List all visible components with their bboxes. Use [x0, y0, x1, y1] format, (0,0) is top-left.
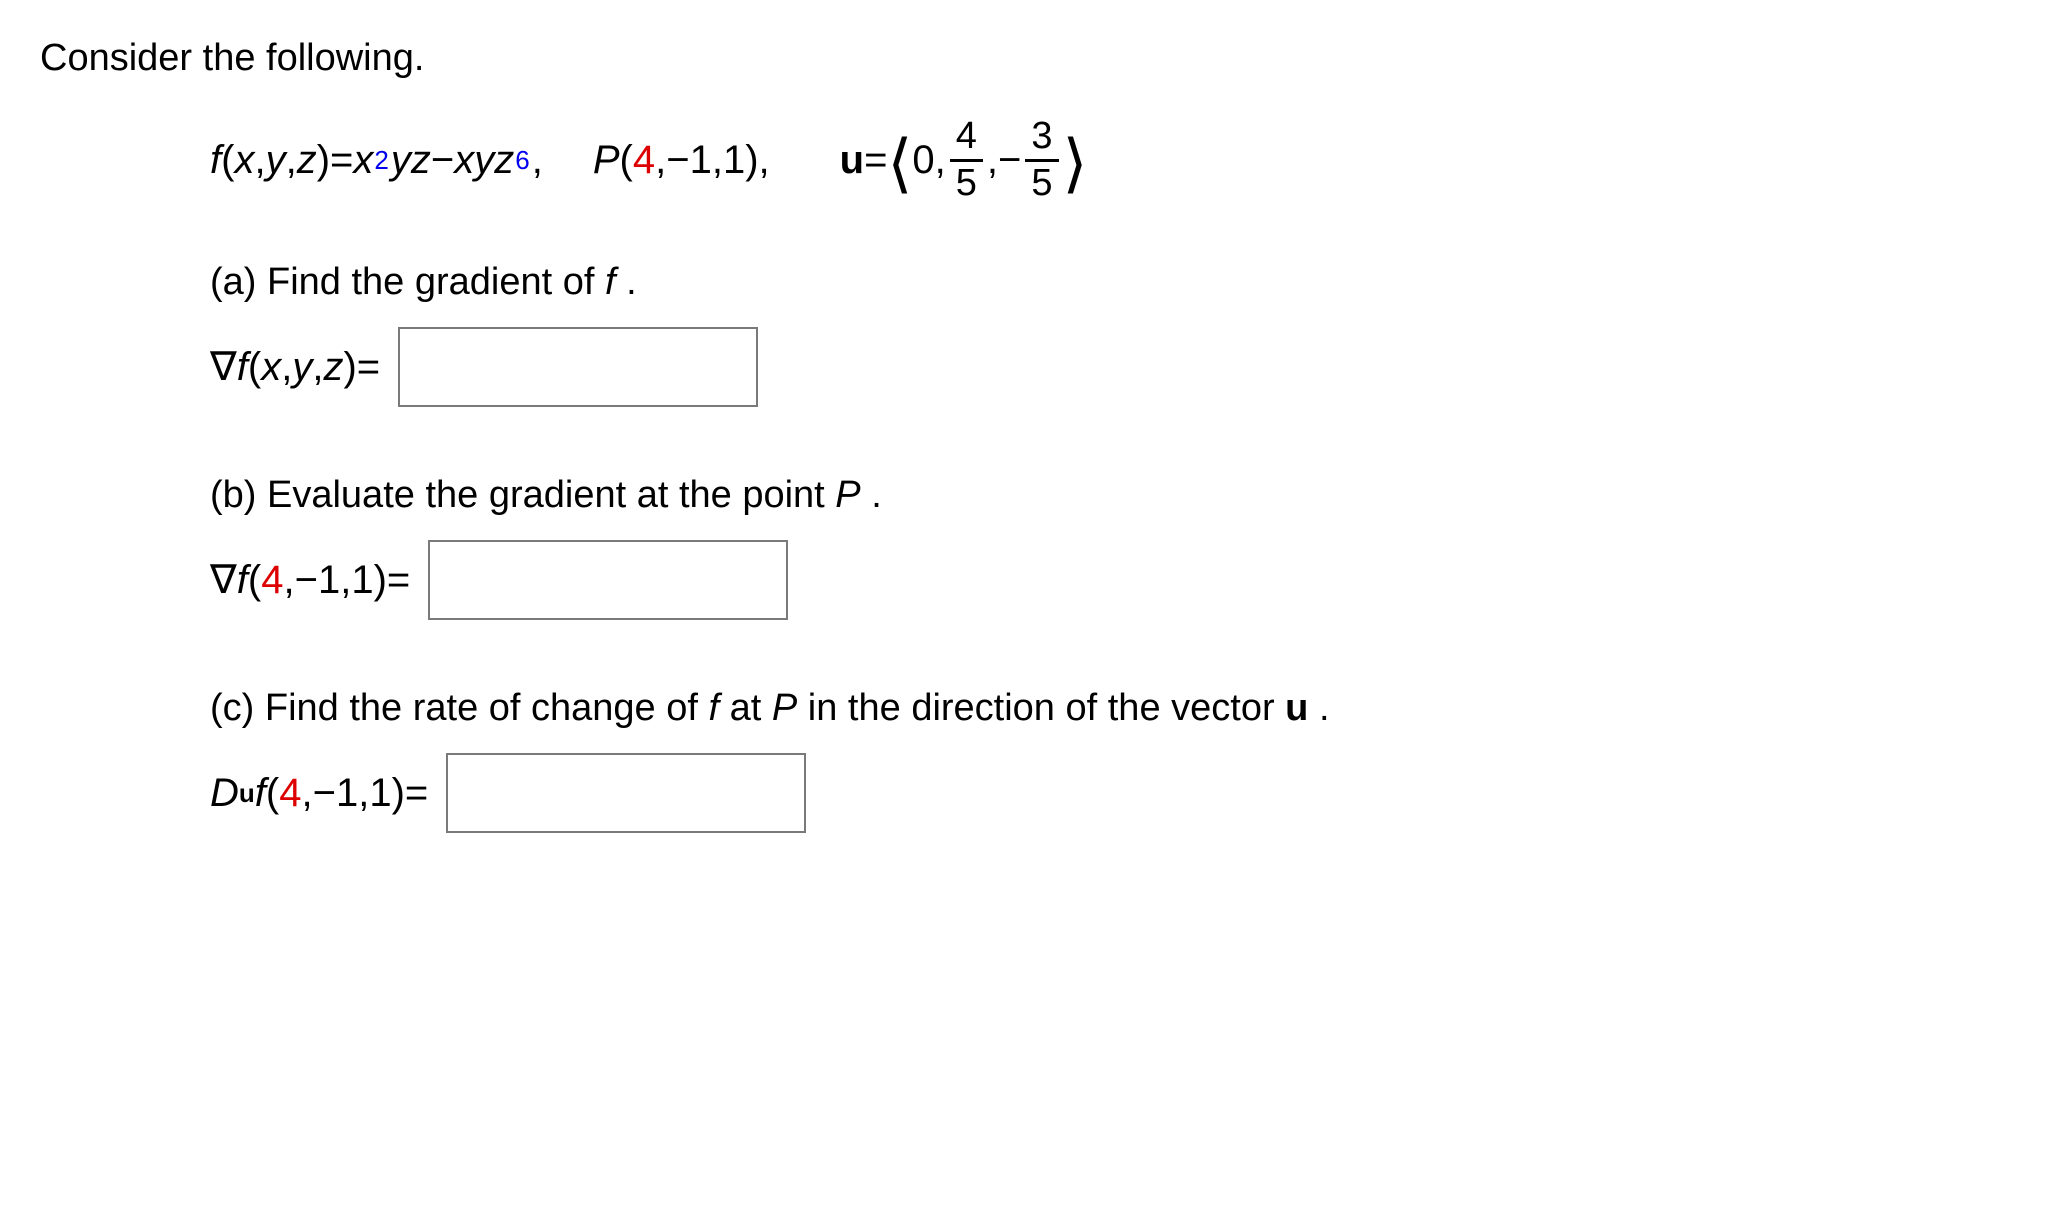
- part-c-u: u: [1285, 687, 1308, 729]
- var-y: y: [266, 130, 286, 190]
- b-lhs-a: 4: [261, 550, 283, 610]
- c-lhs-c: 1: [369, 763, 391, 823]
- part-a-post: .: [626, 261, 637, 303]
- comma-2: ,: [286, 130, 297, 190]
- c-lhs-b: −1: [313, 763, 359, 823]
- c-lhs-D: D: [210, 763, 239, 823]
- b-lhs-c: 1: [351, 550, 373, 610]
- part-c-postp: in the direction of the vector: [808, 687, 1285, 729]
- vector-eq: =: [864, 130, 887, 190]
- a-lhs-c1: ,: [281, 337, 292, 397]
- a-lhs-y: y: [292, 337, 312, 397]
- b-lhs-b: −1: [295, 550, 341, 610]
- part-b-answer-row: ∇ f ( 4 , −1 , 1 ) =: [210, 540, 2006, 620]
- var-z: z: [297, 130, 317, 190]
- term1-yz: yz: [391, 130, 431, 190]
- close-paren: ): [317, 130, 330, 190]
- part-c-f: f: [709, 687, 720, 729]
- problem-page: Consider the following. f ( x , y , z ) …: [0, 0, 2046, 933]
- u-sep2: ,: [987, 130, 998, 190]
- a-lhs-z: z: [323, 337, 343, 397]
- given-line: f ( x , y , z ) = x 2 yz − xyz 6 , P ( 4…: [210, 117, 2006, 204]
- u-c3-sign: −: [998, 130, 1021, 190]
- u-c2-frac: 4 5: [950, 117, 983, 204]
- f-symbol: f: [210, 130, 221, 190]
- directional-derivative-input[interactable]: [446, 753, 806, 833]
- part-c-P: P: [772, 687, 797, 729]
- equals-sign: =: [330, 130, 353, 190]
- u-sep1: ,: [935, 130, 946, 190]
- a-lhs-eq: =: [357, 337, 380, 397]
- part-c-post: .: [1319, 687, 1330, 729]
- part-a-f: f: [605, 261, 616, 303]
- a-lhs-open: (: [248, 337, 261, 397]
- b-lhs-c1: ,: [283, 550, 294, 610]
- u-c3-den: 5: [1025, 162, 1058, 204]
- part-a-label: (a): [210, 261, 267, 303]
- part-c-answer-row: D u f ( 4 , −1 , 1 ) =: [210, 753, 2006, 833]
- part-a-answer-row: ∇ f ( x , y , z ) =: [210, 327, 2006, 407]
- point-b: −1: [666, 130, 712, 190]
- point-close: ),: [745, 130, 769, 190]
- a-lhs-c2: ,: [312, 337, 323, 397]
- point-a: 4: [633, 130, 655, 190]
- part-c-prompt: (c) Find the rate of change of f at P in…: [210, 680, 2006, 737]
- open-paren: (: [221, 130, 234, 190]
- part-a-prompt: (a) Find the gradient of f .: [210, 254, 2006, 311]
- gradient-input-b[interactable]: [428, 540, 788, 620]
- c-lhs-a: 4: [279, 763, 301, 823]
- part-c-mid: at: [730, 687, 772, 729]
- point-sep1: ,: [655, 130, 666, 190]
- part-c-pre: Find the rate of change of: [265, 687, 709, 729]
- point-c: 1: [723, 130, 745, 190]
- b-lhs-f: f: [237, 550, 248, 610]
- a-lhs-x: x: [261, 337, 281, 397]
- u-c3-num: 3: [1025, 117, 1058, 162]
- u-c1: 0: [912, 130, 934, 190]
- c-lhs-c2: ,: [358, 763, 369, 823]
- a-lhs-f: f: [237, 337, 248, 397]
- u-c2-num: 4: [950, 117, 983, 162]
- u-c2-den: 5: [950, 162, 983, 204]
- c-lhs-c1: ,: [301, 763, 312, 823]
- part-b-post: .: [871, 474, 882, 516]
- nabla-b-icon: ∇: [210, 550, 237, 610]
- part-b-label: (b): [210, 474, 267, 516]
- c-lhs-eq: =: [405, 763, 428, 823]
- b-lhs-close: ): [374, 550, 387, 610]
- nabla-a-icon: ∇: [210, 337, 237, 397]
- point-sep2: ,: [712, 130, 723, 190]
- u-c3-frac: 3 5: [1025, 117, 1058, 204]
- b-lhs-c2: ,: [340, 550, 351, 610]
- vector-label: u: [840, 130, 864, 190]
- c-lhs-close: ): [392, 763, 405, 823]
- term2-xyz: xyz: [454, 130, 514, 190]
- b-lhs-eq: =: [387, 550, 410, 610]
- b-lhs-open: (: [248, 550, 261, 610]
- trailing-comma: ,: [532, 130, 543, 190]
- c-lhs-f: f: [255, 763, 266, 823]
- c-lhs-open: (: [266, 763, 279, 823]
- part-c-label: (c): [210, 687, 265, 729]
- part-b-pre: Evaluate the gradient at the point: [267, 474, 835, 516]
- part-b-P: P: [835, 474, 860, 516]
- gradient-input-a[interactable]: [398, 327, 758, 407]
- minus-sign: −: [431, 130, 454, 190]
- a-lhs-close: ): [343, 337, 356, 397]
- part-a-pre: Find the gradient of: [267, 261, 605, 303]
- comma-1: ,: [254, 130, 265, 190]
- term1-x: x: [353, 130, 373, 190]
- point-open: (: [620, 130, 633, 190]
- point-label: P: [593, 130, 620, 190]
- part-b-prompt: (b) Evaluate the gradient at the point P…: [210, 467, 2006, 524]
- intro-text: Consider the following.: [40, 30, 2006, 87]
- var-x: x: [234, 130, 254, 190]
